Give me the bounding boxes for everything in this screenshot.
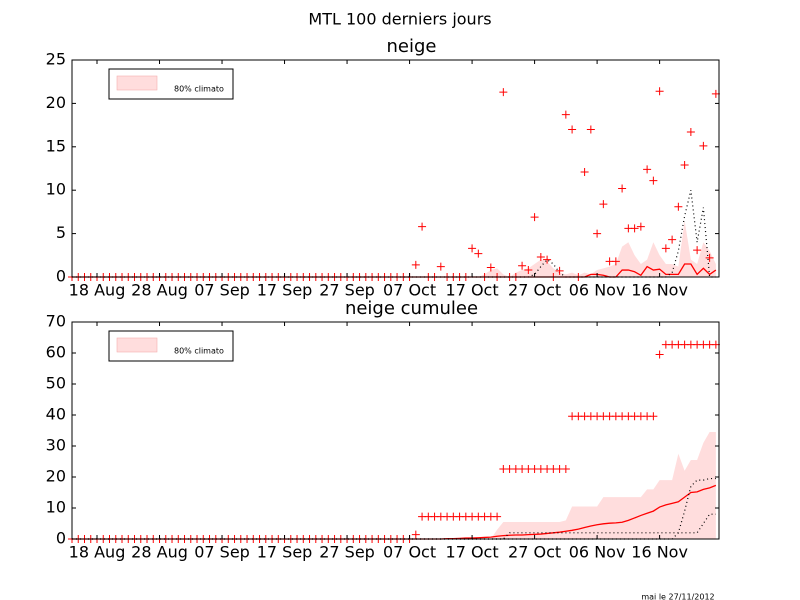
data-marker: [486, 263, 495, 272]
x-tick-label: 07 Sep: [194, 543, 250, 562]
y-tick-label: 10: [46, 180, 66, 199]
legend-label: 80% climato: [174, 85, 224, 94]
data-marker: [543, 255, 552, 264]
data-marker: [436, 262, 445, 271]
data-marker: [618, 184, 627, 193]
x-tick-label: 27 Sep: [319, 281, 375, 300]
data-marker: [686, 128, 695, 137]
y-tick-label: 10: [46, 498, 66, 517]
x-tick-label: 28 Aug: [131, 543, 188, 562]
legend-label: 80% climato: [174, 347, 224, 356]
axes-frame: [71, 59, 720, 278]
data-marker: [599, 200, 608, 209]
data-marker: [586, 125, 595, 134]
x-tick-label: 27 Sep: [319, 543, 375, 562]
y-tick-label: 5: [56, 223, 66, 242]
chart-title: neige cumulee: [345, 298, 478, 319]
data-marker: [580, 167, 589, 176]
x-tick-label: 07 Sep: [194, 281, 250, 300]
data-marker: [593, 229, 602, 238]
data-marker: [530, 213, 539, 222]
data-marker: [561, 110, 570, 119]
data-marker: [655, 350, 664, 359]
data-marker: [693, 246, 702, 255]
y-tick-label: 50: [46, 374, 66, 393]
chart-title: neige: [387, 36, 437, 57]
data-marker: [643, 165, 652, 174]
data-marker: [493, 512, 502, 521]
footer: mai le 27/11/2012: [641, 593, 714, 600]
x-tick-label: 28 Aug: [131, 281, 188, 300]
data-marker: [649, 176, 658, 185]
data-marker: [611, 257, 620, 266]
y-tick-label: 20: [46, 467, 66, 486]
y-tick-label: 30: [46, 436, 66, 455]
data-marker: [499, 88, 508, 97]
data-marker: [674, 202, 683, 211]
data-marker: [705, 253, 714, 262]
data-marker: [536, 253, 545, 262]
x-tick-label: 06 Nov: [569, 281, 626, 300]
data-marker: [561, 464, 570, 473]
y-tick-label: 0: [56, 267, 66, 286]
axes-frame: [71, 321, 720, 540]
y-tick-label: 15: [46, 136, 66, 155]
data-marker: [636, 222, 645, 231]
data-marker: [568, 125, 577, 134]
climate-band: [72, 432, 716, 539]
data-marker: [411, 260, 420, 269]
data-marker: [411, 530, 420, 539]
y-tick-label: 40: [46, 405, 66, 424]
climate-band: [72, 220, 716, 277]
data-marker: [524, 266, 533, 275]
x-tick-label: 27 Oct: [508, 543, 561, 562]
data-marker: [630, 224, 639, 233]
x-tick-label: 07 Oct: [383, 543, 436, 562]
data-marker: [668, 235, 677, 244]
y-tick-label: 25: [46, 50, 66, 69]
figure-title: MTL 100 derniers jours: [308, 10, 491, 29]
data-marker: [555, 266, 564, 275]
x-tick-label: 16 Nov: [631, 543, 688, 562]
data-marker: [649, 412, 658, 421]
data-marker: [474, 249, 483, 258]
legend-swatch: [116, 75, 158, 91]
x-tick-label: 17 Sep: [257, 281, 313, 300]
y-tick-label: 70: [46, 312, 66, 331]
data-marker: [699, 141, 708, 150]
data-marker: [661, 244, 670, 253]
data-marker: [680, 161, 689, 170]
x-tick-label: 06 Nov: [569, 543, 626, 562]
y-tick-label: 0: [56, 529, 66, 548]
x-tick-label: 18 Aug: [69, 281, 126, 300]
x-tick-label: 17 Sep: [257, 543, 313, 562]
y-tick-label: 20: [46, 93, 66, 112]
data-marker: [518, 261, 527, 270]
x-tick-label: 16 Nov: [631, 281, 688, 300]
x-tick-label: 17 Oct: [446, 543, 499, 562]
x-tick-label: 17 Oct: [446, 281, 499, 300]
data-marker: [468, 244, 477, 253]
data-marker: [418, 222, 427, 231]
data-marker: [655, 87, 664, 96]
x-tick-label: 07 Oct: [383, 281, 436, 300]
y-tick-label: 60: [46, 343, 66, 362]
legend-swatch: [116, 337, 158, 353]
x-tick-label: 18 Aug: [69, 543, 126, 562]
x-tick-label: 27 Oct: [508, 281, 561, 300]
